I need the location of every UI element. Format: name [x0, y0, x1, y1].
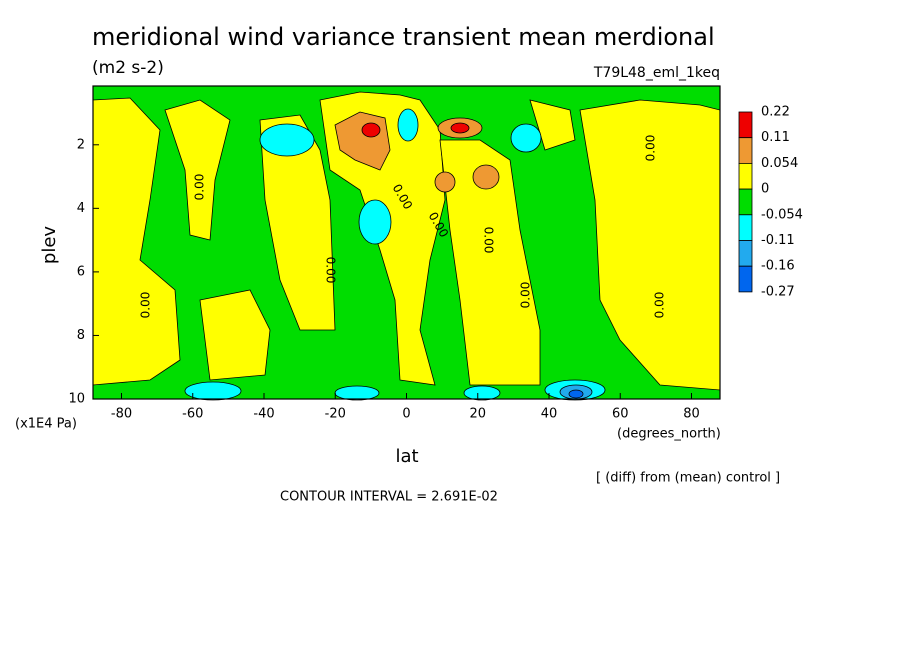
contour-region — [568, 389, 584, 399]
x-tick-label: 0 — [402, 407, 410, 422]
y-tick-label: 6 — [77, 264, 85, 279]
y-axis-unit: (x1E4 Pa) — [15, 417, 77, 432]
colorbar-label: 0 — [761, 182, 769, 197]
y-tick-label: 2 — [77, 137, 85, 152]
y-tick-label: 4 — [77, 201, 85, 216]
x-tick-label: -20 — [325, 407, 346, 422]
y-axis-label: plev — [39, 226, 60, 265]
contour-region — [463, 385, 501, 401]
x-axis-label: lat — [395, 446, 418, 467]
field — [92, 86, 721, 401]
contour-interval: CONTOUR INTERVAL = 2.691E-02 — [280, 490, 498, 505]
colorbar-box — [738, 214, 753, 241]
contour-region — [472, 164, 500, 190]
contour-region — [358, 199, 392, 245]
colorbar-label: -0.11 — [761, 233, 795, 248]
contour-region — [510, 123, 542, 153]
contour-label: 0.00 — [644, 135, 658, 162]
contour-region — [199, 289, 271, 381]
contour-region — [164, 99, 231, 241]
note: [ (diff) from (mean) control ] — [596, 471, 780, 486]
contour-label: 0.00 — [139, 292, 153, 319]
colorbar-label: -0.054 — [761, 207, 803, 222]
contour-label: 0.00 — [324, 257, 338, 284]
units: (m2 s-2) — [92, 58, 164, 78]
contour-region — [434, 171, 456, 193]
run-label: T79L48_eml_1keq — [593, 65, 720, 81]
x-tick-label: -60 — [182, 407, 203, 422]
colorbar-label: 0.22 — [761, 105, 790, 120]
colorbar-box — [738, 240, 753, 267]
x-tick-label: 40 — [541, 407, 558, 422]
contour-region — [259, 123, 315, 157]
contour-region — [397, 108, 419, 142]
contour-label: 0.00 — [193, 174, 207, 201]
contour-label: 0.00 — [653, 292, 667, 319]
x-tick-label: 80 — [683, 407, 700, 422]
x-axis-unit: (degrees_north) — [617, 427, 721, 442]
x-tick-label: 20 — [469, 407, 486, 422]
contour-region — [184, 381, 242, 401]
contour-region — [259, 114, 336, 331]
colorbar-label: 0.11 — [761, 130, 790, 145]
colorbar-label: -0.27 — [761, 284, 795, 299]
colorbar-box — [738, 111, 753, 139]
chart-title: meridional wind variance transient mean … — [92, 23, 715, 51]
contour-region — [361, 122, 381, 138]
contour-region — [450, 122, 470, 134]
contour-region — [579, 99, 721, 391]
contour-label: 0.00 — [482, 227, 496, 254]
colorbar-box — [738, 188, 753, 216]
contour-region — [92, 97, 181, 386]
contour-label: 0.00 — [519, 282, 533, 309]
colorbar-box — [738, 162, 753, 190]
x-tick-label: -40 — [253, 407, 274, 422]
contour-region — [334, 385, 380, 401]
colorbar-label: -0.16 — [761, 259, 795, 274]
colorbar-label: 0.054 — [761, 156, 798, 171]
x-tick-label: -80 — [111, 407, 132, 422]
y-tick-label: 8 — [77, 328, 85, 343]
y-tick-label: 10 — [68, 392, 85, 407]
contour-region — [439, 139, 541, 386]
x-tick-label: 60 — [612, 407, 629, 422]
colorbar-box — [738, 265, 753, 293]
colorbar-box — [738, 137, 753, 164]
